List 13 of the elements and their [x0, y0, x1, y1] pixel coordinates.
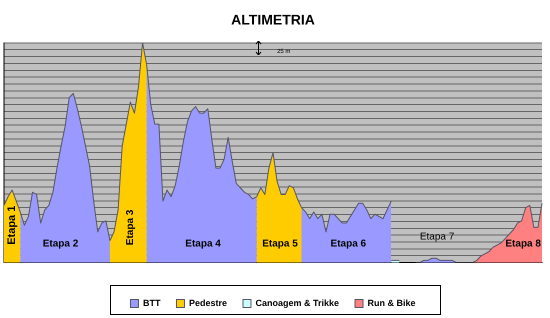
legend-label: Run & Bike [368, 298, 416, 308]
annotation: Etapa 2 [42, 238, 79, 250]
annotation: Etapa 7 [420, 231, 455, 242]
legend-label: BTT [142, 298, 161, 308]
annotation: Etapa 4 [185, 238, 222, 250]
legend-label: Canoagem & Trikke [255, 298, 340, 308]
annotation: Etapa 5 [262, 238, 298, 250]
legend-label: Pedestre [188, 298, 227, 308]
chart-title: ALTIMETRIA [231, 11, 315, 28]
annotation: Etapa 8 [505, 238, 542, 250]
annotation: Etapa 3 [125, 209, 136, 246]
annotation: Etapa 1 [6, 206, 18, 245]
annotation: Etapa 6 [330, 238, 367, 250]
